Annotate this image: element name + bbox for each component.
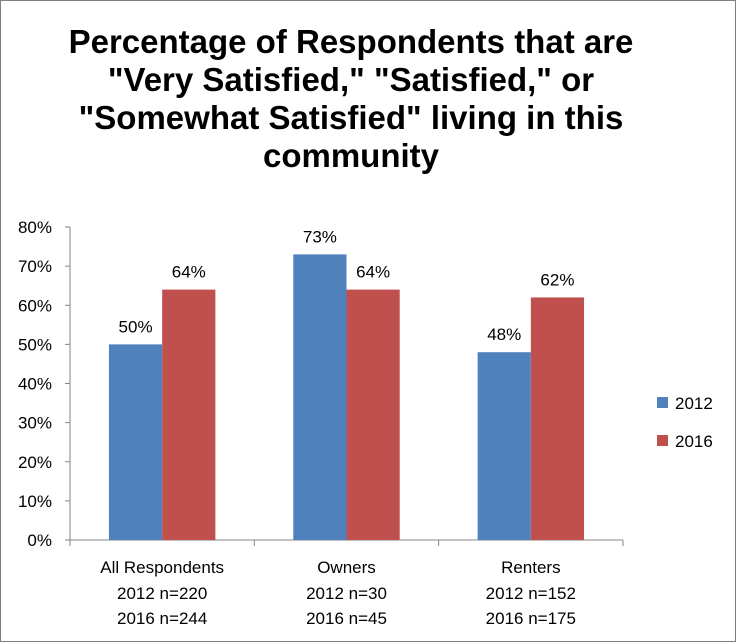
bar-2012-0 — [108, 344, 163, 540]
bar-2012-1 — [293, 254, 347, 540]
legend-label-2012: 2012 — [675, 394, 713, 413]
y-tick-label: 20% — [18, 453, 52, 472]
y-tick-label: 0% — [27, 531, 52, 550]
x-category-sublabel: 2012 n=152 — [486, 584, 576, 603]
chart-title-line-3: "Somewhat Satisfied" living in this — [78, 99, 624, 136]
y-tick-label: 60% — [18, 296, 52, 315]
data-label: 48% — [487, 325, 521, 344]
data-label: 73% — [303, 227, 337, 246]
legend-swatch-2012 — [657, 397, 668, 408]
x-category-label: All Respondents — [100, 558, 224, 577]
bar-2012-2 — [477, 352, 531, 540]
y-tick-label: 10% — [18, 492, 52, 511]
chart-title-line-4: community — [262, 137, 440, 174]
chart-title-line-2: "Very Satisfied," "Satisfied," or — [107, 61, 595, 98]
y-tick-label: 30% — [18, 414, 52, 433]
bar-2016-2 — [530, 297, 585, 540]
y-tick-label: 70% — [18, 257, 52, 276]
data-label: 50% — [119, 317, 153, 336]
x-category-sublabel: 2016 n=45 — [306, 609, 387, 628]
data-label: 62% — [540, 270, 574, 289]
y-tick-label: 40% — [18, 375, 52, 394]
x-category-sublabel: 2012 n=30 — [306, 584, 387, 603]
x-category-sublabel: 2016 n=175 — [486, 609, 576, 628]
chart-title: Percentage of Respondents that are "Very… — [41, 23, 661, 175]
y-tick-label: 50% — [18, 335, 52, 354]
data-label: 64% — [172, 263, 206, 282]
bar-2016-0 — [162, 289, 216, 540]
data-label: 64% — [356, 263, 390, 282]
x-category-sublabel: 2012 n=220 — [117, 584, 207, 603]
legend-swatch-2016 — [657, 435, 668, 446]
x-category-label: Renters — [501, 558, 561, 577]
legend-label-2016: 2016 — [675, 432, 713, 451]
chart-title-line-1: Percentage of Respondents that are — [68, 23, 634, 60]
x-category-sublabel: 2016 n=244 — [117, 609, 207, 628]
y-tick-label: 80% — [18, 218, 52, 237]
bar-2016-1 — [346, 289, 400, 540]
x-category-label: Owners — [317, 558, 376, 577]
